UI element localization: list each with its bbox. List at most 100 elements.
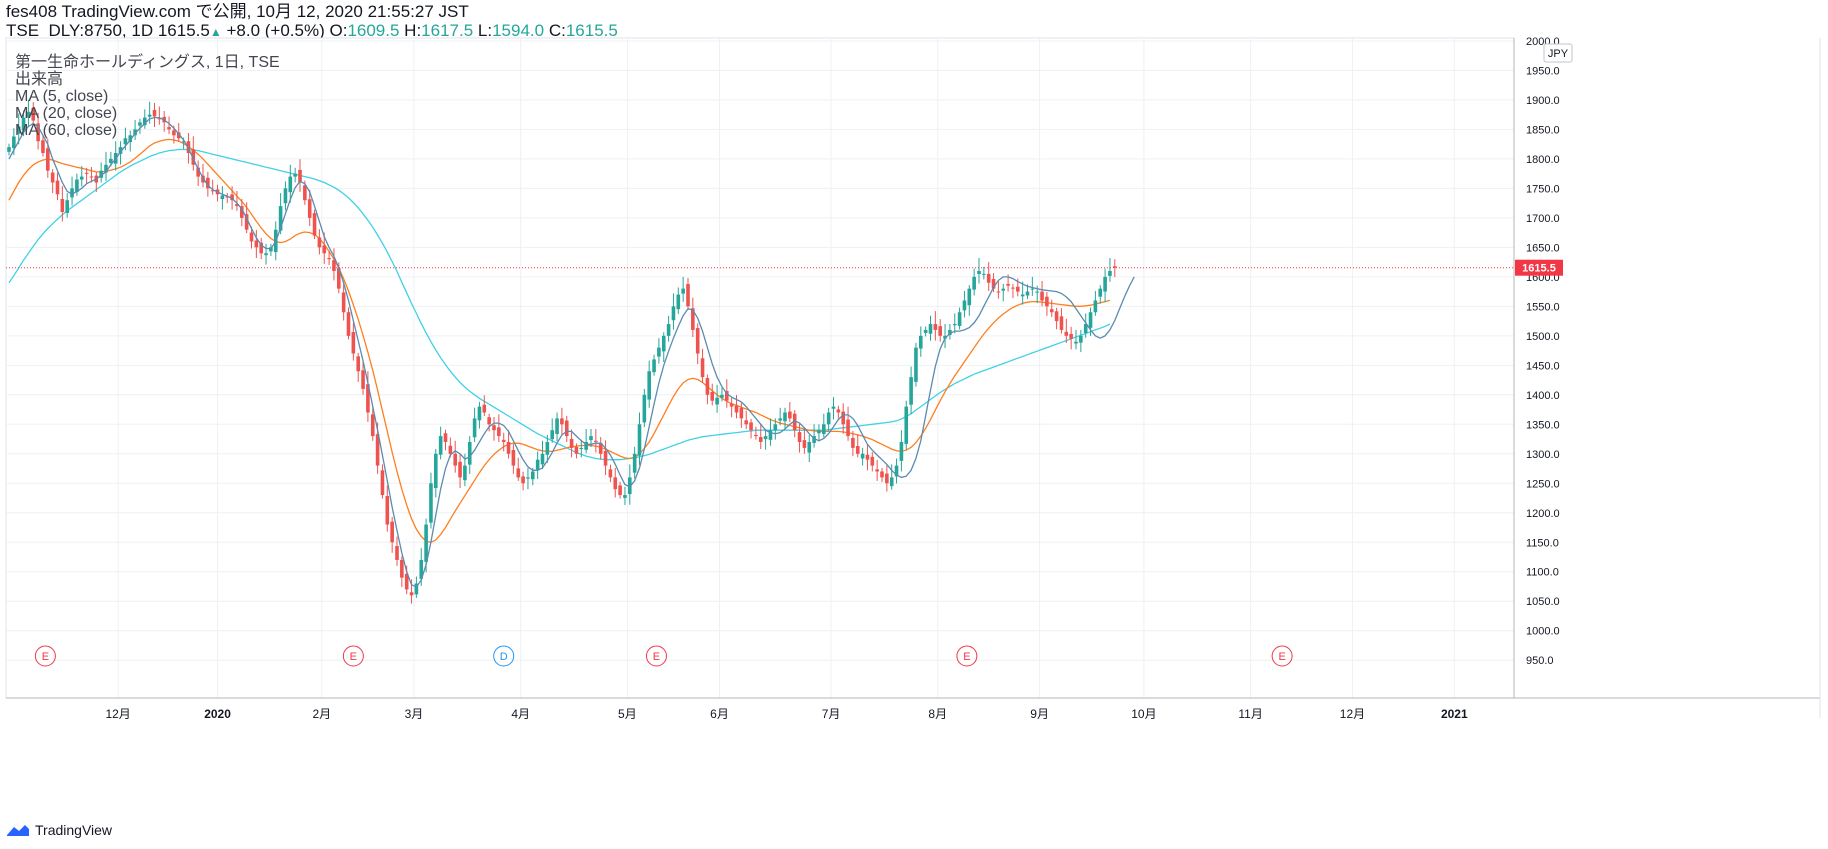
legend-ma60[interactable]: MA (60, close) [15, 122, 118, 139]
candle-body [138, 122, 142, 126]
candle-body [167, 127, 171, 130]
candle-body [395, 546, 399, 560]
dividend-marker[interactable] [493, 645, 515, 667]
candle-body [686, 283, 690, 307]
tradingview-brand[interactable]: TradingView [6, 821, 112, 839]
candle-body [962, 300, 967, 311]
candle-body [1108, 270, 1112, 276]
candle-body [758, 437, 763, 442]
candle-body [919, 335, 923, 349]
legend-ma5[interactable]: MA (5, close) [15, 88, 109, 105]
candle-body [458, 461, 462, 478]
candle-body [293, 173, 297, 177]
candle-body [438, 436, 443, 455]
candle-body [623, 495, 627, 498]
candle-body [84, 172, 89, 174]
y-tick-label: 1550.0 [1526, 301, 1560, 313]
candle-body [487, 417, 491, 425]
candle-body [303, 185, 307, 201]
candle-body [749, 422, 753, 431]
currency-badge[interactable] [1543, 43, 1573, 63]
candle-body [327, 257, 331, 260]
candle-body [370, 414, 375, 437]
candle-body [307, 199, 312, 218]
last-price-label: 1615.5 [1522, 263, 1556, 275]
candle-body [1079, 335, 1083, 343]
candle-body [225, 196, 230, 198]
candle-body [1016, 286, 1020, 292]
candle-body [569, 438, 574, 448]
legend-title[interactable]: 第一生命ホールディングス, 1日, TSE [15, 54, 280, 71]
candle-body [1059, 316, 1064, 330]
candle-body [143, 117, 147, 126]
candle-body [351, 332, 356, 354]
legend-volume[interactable]: 出来高 [15, 71, 64, 88]
candle-body [12, 136, 16, 149]
candle-body [928, 324, 933, 334]
candle-body [768, 430, 773, 440]
y-tick-label: 1800.0 [1526, 154, 1560, 166]
candle-body [70, 188, 74, 198]
candle-body [1098, 288, 1103, 297]
earnings-marker[interactable] [645, 645, 667, 667]
candle-body [278, 206, 283, 231]
earnings-marker[interactable] [342, 645, 364, 667]
candle-body [123, 138, 128, 145]
candle-body [880, 471, 884, 478]
earnings-marker[interactable] [956, 645, 978, 667]
y-tick-label: 1950.0 [1526, 65, 1560, 77]
x-tick-label: 3月 [405, 707, 424, 721]
candle-body [729, 403, 734, 407]
x-tick-label: 6月 [710, 707, 729, 721]
candle-body [778, 418, 782, 421]
candle-body [1020, 294, 1025, 297]
earnings-marker[interactable] [34, 645, 56, 667]
candle-body [725, 391, 729, 401]
candle-body [443, 433, 448, 442]
candle-body [511, 450, 516, 466]
candle-body [996, 291, 1001, 293]
candle-body [545, 441, 550, 455]
event-marker-label: E [653, 651, 660, 663]
candle-body [526, 477, 530, 479]
candle-body [705, 378, 710, 395]
legend-ma20[interactable]: MA (20, close) [15, 105, 118, 122]
candle-body [1083, 324, 1088, 334]
candle-body [710, 391, 715, 401]
candle-body [618, 485, 622, 496]
candle-body [923, 329, 928, 334]
candle-body [613, 477, 618, 490]
candle-body [244, 214, 249, 230]
candle-body [230, 194, 234, 201]
candle-body [744, 420, 748, 425]
candle-body [191, 149, 196, 165]
candle-body [50, 172, 55, 183]
candle-body [448, 445, 453, 454]
candle-body [375, 434, 380, 466]
candle-body [210, 190, 215, 192]
x-tick-label: 2020 [204, 707, 231, 721]
earnings-marker[interactable] [1271, 645, 1293, 667]
candle-body [977, 270, 981, 275]
candle-body [337, 268, 341, 289]
candle-body [1040, 291, 1044, 301]
candle-body [317, 237, 322, 248]
candle-body [89, 176, 94, 178]
candle-body [666, 324, 671, 336]
candle-body [254, 240, 259, 248]
candle-body [269, 247, 273, 252]
candle-body [637, 424, 642, 456]
candle-body [846, 419, 850, 437]
candle-body [26, 111, 31, 118]
candle-body [695, 328, 700, 354]
candle-body [909, 377, 913, 405]
candle-body [492, 425, 496, 431]
candle-body [99, 170, 103, 178]
candle-body [943, 335, 947, 339]
candle-body [467, 441, 472, 465]
event-marker-label: D [500, 651, 508, 663]
candle-body [889, 477, 894, 487]
currency-label: JPY [1548, 48, 1569, 60]
candle-body [172, 130, 176, 136]
